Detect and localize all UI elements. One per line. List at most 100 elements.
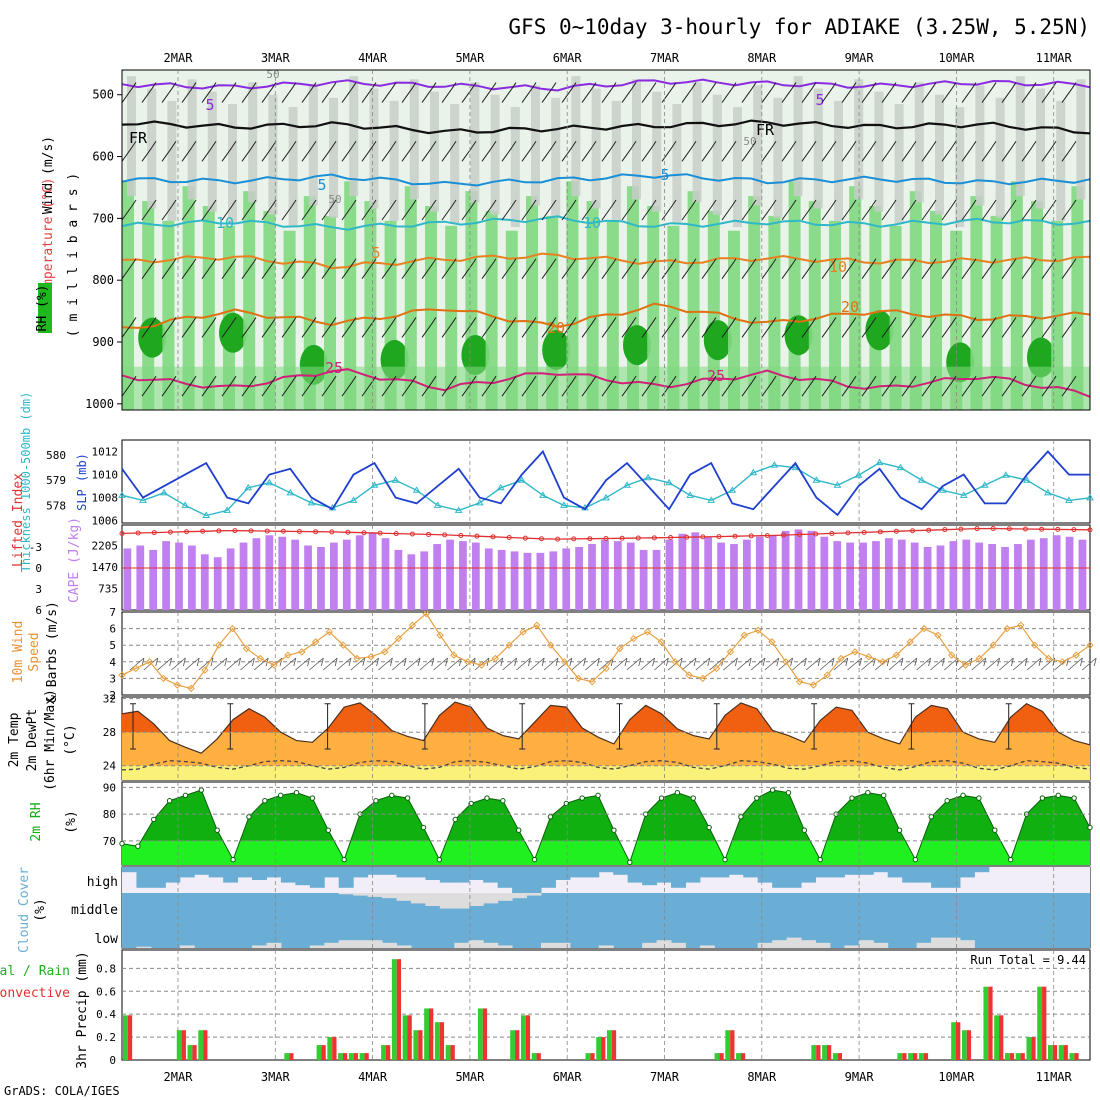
thickness-point	[833, 481, 842, 488]
cape-bar	[626, 542, 635, 610]
low-cloud-gap	[931, 937, 947, 948]
rh2m-point	[341, 856, 347, 863]
rh-band-grey	[167, 100, 177, 221]
rh2m-point	[881, 792, 887, 799]
wind-barb	[761, 199, 777, 221]
wind-speed-point	[505, 641, 513, 649]
cape-bar	[665, 539, 674, 610]
rh-band-grey	[187, 79, 197, 200]
wind-barb	[261, 82, 277, 103]
rh2m-tick-label: 70	[103, 835, 116, 848]
low-cloud-gap	[136, 946, 152, 948]
contour-label: 20	[547, 319, 565, 337]
middle-cloud-gap	[439, 893, 455, 909]
wind-barb	[801, 199, 817, 221]
rh-band-grey	[329, 97, 338, 218]
precip-tick-label: 0.6	[96, 985, 116, 998]
wind-barb	[401, 258, 417, 280]
wind-speed-point	[311, 638, 320, 646]
rh-band-mid	[566, 181, 579, 410]
wind10m-barb	[736, 657, 752, 671]
wind-barb	[421, 140, 437, 162]
wind-barb	[361, 140, 377, 162]
rh2m-point	[579, 795, 585, 801]
wind-barb	[761, 258, 777, 280]
wind-barb	[721, 258, 737, 280]
wind-barb	[241, 82, 257, 103]
cape-bar	[949, 541, 958, 610]
wind-barb	[161, 375, 177, 397]
wind-barb	[441, 140, 457, 162]
low-cloud-gap	[540, 942, 556, 948]
precip-convective-bar	[342, 1053, 348, 1060]
low-cloud-gap	[858, 940, 874, 948]
rh-band-grey	[349, 76, 359, 197]
high-cloud-bar	[468, 867, 484, 880]
middle-cloud-gap	[425, 893, 441, 906]
rh-band-mid	[687, 191, 700, 410]
wind10m-barb	[378, 657, 393, 671]
bottom-date-label: 6MAR	[553, 1070, 583, 1084]
precip-total-bar	[381, 1045, 386, 1060]
precip-total-bar	[520, 1015, 526, 1060]
precip-convective-bar	[203, 1030, 208, 1060]
wind-speed-point	[256, 654, 264, 663]
high-cloud-bar	[454, 867, 470, 883]
wind-barb	[621, 140, 637, 162]
wind-barb	[241, 140, 257, 162]
ylabel-precip: 3hr Precip (mm)	[75, 951, 90, 1068]
upper-air-y-tick-label: 700	[92, 211, 114, 225]
contour-label: 5	[660, 166, 669, 184]
rh-band-mid	[768, 215, 781, 410]
precip-convective-bar	[1042, 986, 1047, 1060]
precip-convective-bar	[1063, 1045, 1068, 1060]
wind-barb	[1001, 82, 1017, 103]
wind-barb	[161, 82, 177, 103]
li-point	[1087, 527, 1093, 533]
wind10m-barb	[888, 657, 904, 671]
wind-speed-point	[823, 671, 831, 679]
cape-bar	[342, 539, 351, 610]
wind-barb	[861, 258, 877, 280]
wind-barb	[621, 317, 637, 338]
wind-barb	[301, 140, 317, 162]
cape-bar	[304, 545, 312, 610]
cape-bar	[1078, 539, 1087, 610]
cape-bar	[691, 532, 700, 610]
thickness-point	[812, 476, 821, 483]
wind-barb	[881, 258, 897, 280]
wind-barb	[441, 317, 457, 338]
wind-barb	[821, 199, 837, 221]
isotherm-line	[121, 252, 1091, 270]
contour-label: 50	[328, 193, 341, 206]
wind-barb	[941, 317, 957, 338]
li-point	[861, 529, 867, 535]
li-point	[700, 534, 706, 540]
wind-barb	[741, 82, 757, 103]
wind-speed-point	[809, 681, 818, 689]
rh2m-point	[674, 790, 681, 796]
rh-band-grey	[268, 94, 278, 215]
rh-band-mid	[162, 220, 175, 410]
cape-bar	[962, 539, 971, 610]
wind-barb	[201, 140, 217, 162]
low-cloud-gap	[699, 945, 715, 948]
high-cloud-bar	[714, 867, 730, 878]
wind10m-barb	[212, 657, 228, 671]
wind-barb	[201, 375, 217, 397]
wind-barb	[401, 317, 417, 338]
rh-band-grey	[409, 79, 419, 200]
low-cloud-gap	[844, 945, 860, 948]
wind-speed-point	[795, 678, 804, 686]
cape-bar	[730, 544, 738, 610]
contour-label: 5	[371, 244, 380, 262]
rh-band-low	[122, 366, 1090, 410]
precip-tick-label: 0.4	[96, 1008, 116, 1021]
wind-barb	[281, 375, 297, 397]
li-point	[684, 534, 690, 540]
li-point	[296, 528, 302, 534]
bottom-date-label: 5MAR	[455, 1070, 485, 1084]
bottom-date-label: 4MAR	[358, 1070, 388, 1084]
rh-band-dark	[784, 315, 813, 356]
